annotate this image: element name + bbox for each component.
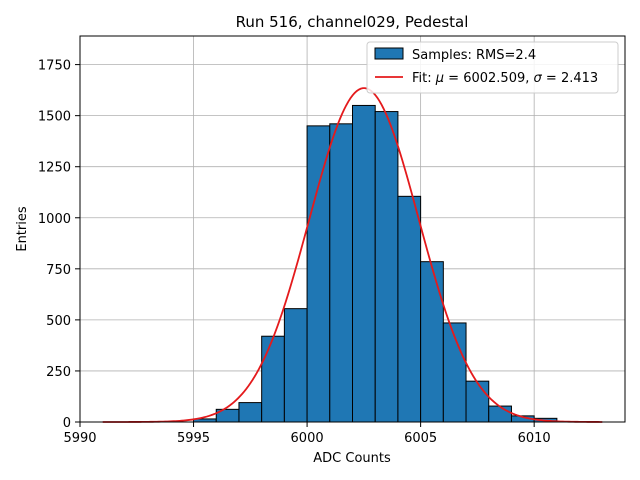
y-tick-label: 1750	[38, 59, 71, 74]
y-axis-label: Entries	[15, 206, 30, 252]
histogram-bar	[261, 335, 285, 423]
y-tick-label: 250	[46, 365, 71, 380]
y-tick-label: 1000	[38, 212, 71, 227]
histogram-bar	[238, 402, 263, 423]
legend-fit-sigma-value: 2.413	[561, 71, 598, 86]
legend-box	[366, 41, 619, 94]
legend-label-samples: Samples: RMS=2.4	[412, 48, 536, 63]
legend-fit-sigma-symbol: σ	[534, 71, 543, 86]
y-axis-ticks: 0 250 500 750 1000 1250 1500 1750	[38, 59, 80, 431]
histogram-bar	[352, 104, 376, 423]
x-tick-label: 6005	[404, 431, 437, 446]
legend-fit-sep: ,	[525, 71, 533, 86]
x-tick-label: 5995	[177, 431, 210, 446]
fit-curve	[102, 87, 603, 423]
legend-fit-mu-symbol: μ	[435, 71, 444, 86]
histogram-bar	[374, 111, 399, 423]
histogram-bar	[420, 261, 444, 423]
y-tick-label: 750	[46, 263, 71, 278]
y-tick-label: 1250	[38, 161, 71, 176]
x-axis-ticks: 5990 5995 6000 6005 6010	[63, 422, 551, 446]
x-tick-label: 6000	[291, 431, 324, 446]
histogram-bar	[283, 308, 308, 423]
chart-title: Run 516, channel029, Pedestal	[236, 13, 469, 31]
x-axis-label: ADC Counts	[313, 451, 391, 466]
legend-fit-eq2: =	[542, 71, 561, 86]
x-tick-label: 5990	[63, 431, 96, 446]
histogram-bar	[306, 125, 331, 423]
legend: Samples: RMS=2.4 Fit: μ = 6002.509, σ = …	[366, 41, 619, 94]
y-tick-label: 500	[46, 314, 71, 329]
histogram-bar	[329, 123, 353, 423]
histogram-bar	[397, 195, 422, 423]
x-tick-label: 6010	[518, 431, 551, 446]
histogram-bar	[465, 380, 490, 423]
plot-frame	[79, 35, 626, 423]
legend-label-fit: Fit: μ = 6002.509, σ = 2.413	[412, 71, 598, 86]
legend-fit-prefix: Fit:	[412, 71, 436, 86]
legend-fit-eq1: =	[444, 71, 463, 86]
histogram-bars	[193, 104, 558, 423]
y-tick-label: 1500	[38, 110, 71, 125]
legend-fit-mu-value: 6002.509	[463, 71, 525, 86]
histogram-bar	[488, 405, 512, 423]
legend-swatch-samples	[374, 47, 404, 60]
y-tick-label: 0	[63, 416, 71, 431]
